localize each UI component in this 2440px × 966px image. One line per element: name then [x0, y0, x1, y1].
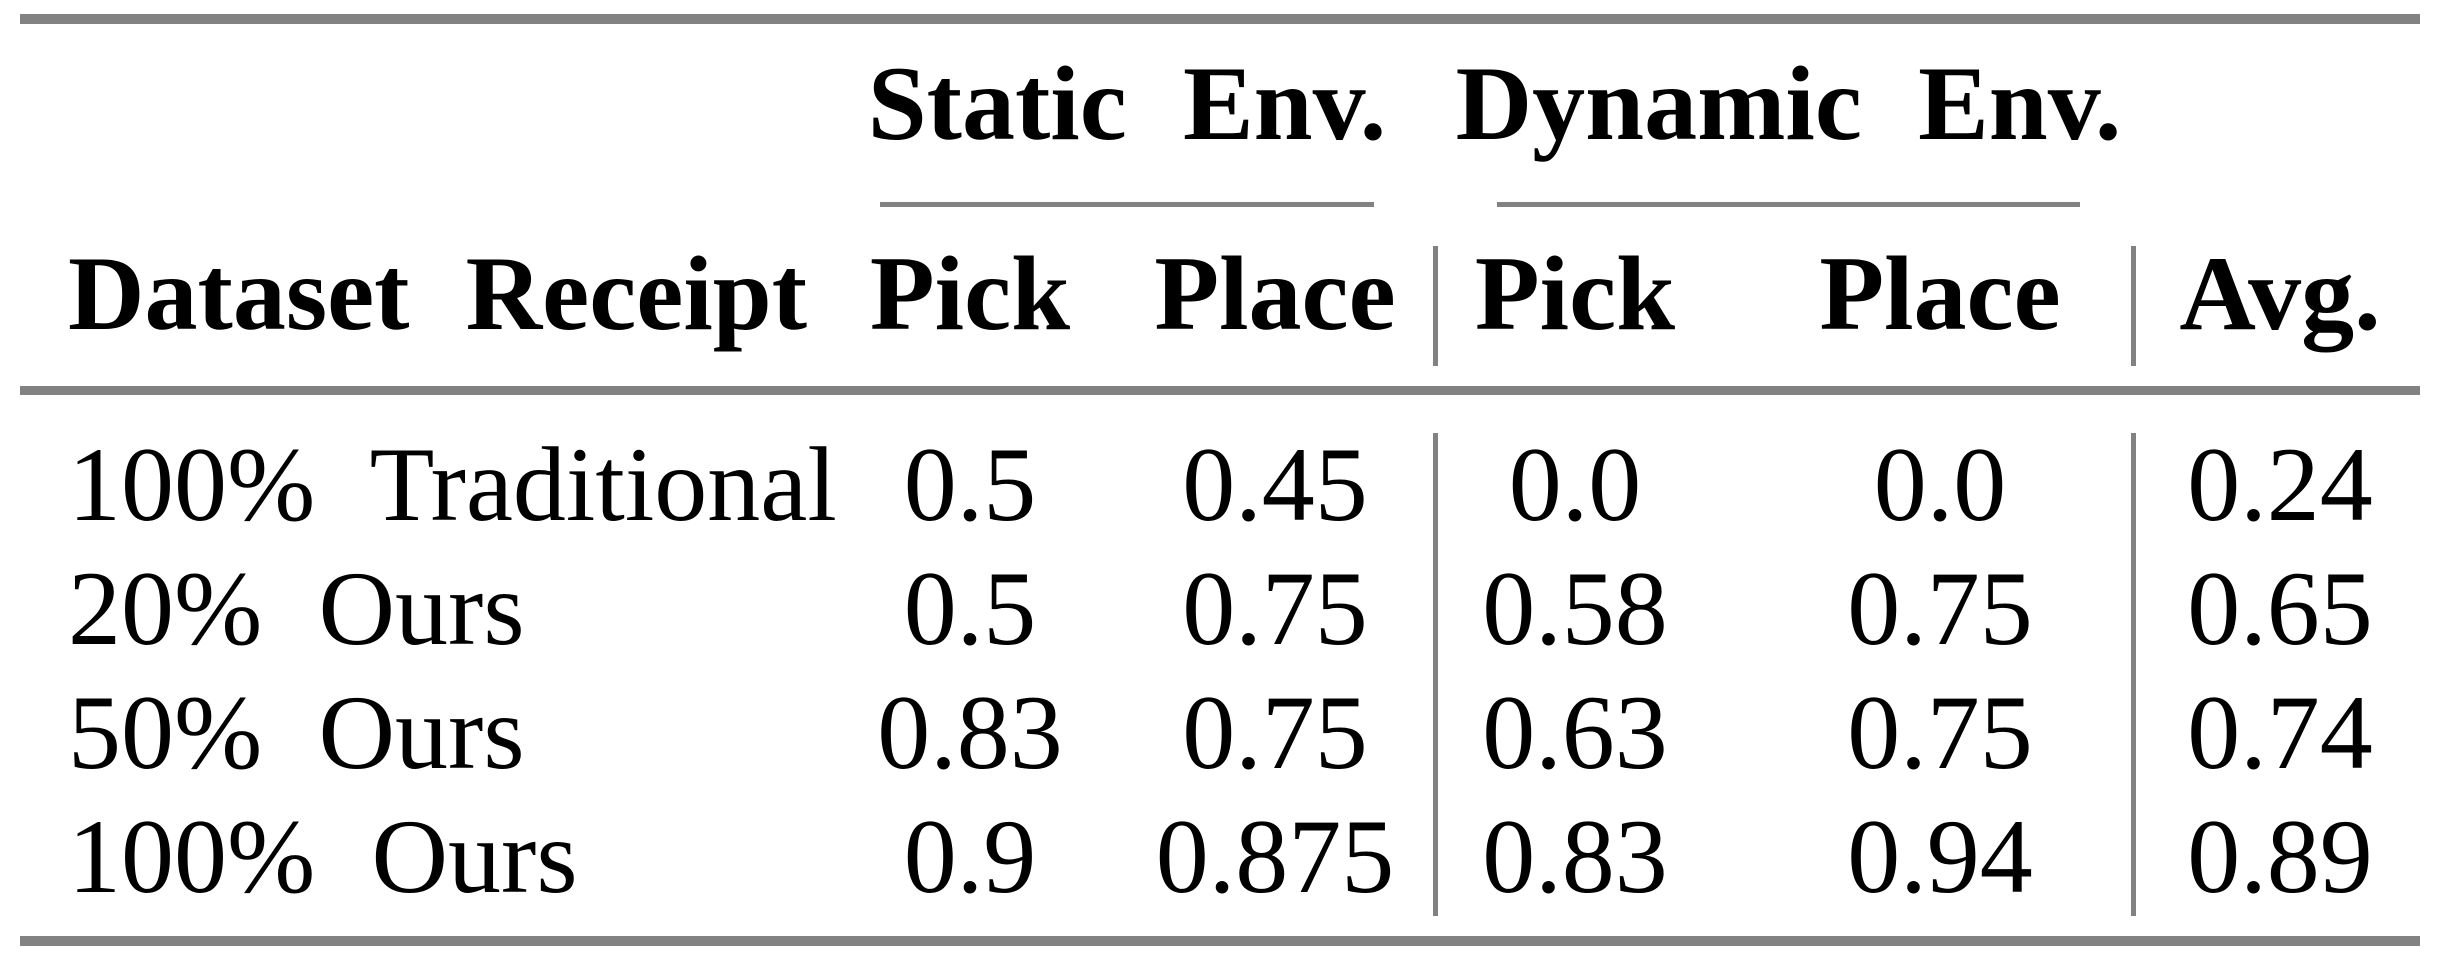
cell-dynamic-pick: 0.83 — [1482, 798, 1668, 915]
cell-avg: 0.74 — [2187, 674, 2373, 791]
cell-dynamic-pick: 0.58 — [1482, 550, 1668, 667]
cell-dynamic-place: 0.75 — [1847, 550, 2033, 667]
cell-static-pick: 0.5 — [903, 550, 1037, 667]
column-header-static-pick: Pick — [869, 235, 1071, 352]
static-group-cmidrule — [880, 202, 1374, 207]
cell-static-pick: 0.5 — [903, 426, 1037, 543]
row-label: 20% Ours — [68, 550, 525, 667]
column-separator-static-dynamic-body — [1433, 433, 1438, 916]
column-header-dataset-receipt: Dataset Receipt — [68, 235, 808, 352]
header-bottom-rule — [20, 386, 2420, 395]
cell-static-place: 0.45 — [1182, 426, 1368, 543]
cell-avg: 0.24 — [2187, 426, 2373, 543]
cell-dynamic-place: 0.0 — [1873, 426, 2007, 543]
column-separator-dynamic-avg-body — [2131, 433, 2136, 916]
row-label: 100% Traditional — [68, 426, 837, 543]
cell-static-pick: 0.9 — [903, 798, 1037, 915]
column-header-static-place: Place — [1154, 235, 1396, 352]
column-header-dynamic-place: Place — [1819, 235, 2061, 352]
row-label: 50% Ours — [68, 674, 525, 791]
cell-static-pick: 0.83 — [877, 674, 1063, 791]
cell-dynamic-pick: 0.0 — [1508, 426, 1642, 543]
cell-static-place: 0.75 — [1182, 674, 1368, 791]
dynamic-group-cmidrule — [1497, 202, 2080, 207]
cell-dynamic-pick: 0.63 — [1482, 674, 1668, 791]
cell-dynamic-place: 0.94 — [1847, 798, 2033, 915]
cell-static-place: 0.875 — [1155, 798, 1395, 915]
cell-dynamic-place: 0.75 — [1847, 674, 2033, 791]
column-header-dynamic-pick: Pick — [1474, 235, 1676, 352]
bottom-rule — [20, 936, 2420, 946]
cell-avg: 0.89 — [2187, 798, 2373, 915]
column-separator-dynamic-avg-header — [2131, 246, 2136, 366]
cell-static-place: 0.75 — [1182, 550, 1368, 667]
cell-avg: 0.65 — [2187, 550, 2373, 667]
group-header-dynamic-env: Dynamic Env. — [1455, 45, 2122, 162]
column-header-avg: Avg. — [2179, 235, 2381, 352]
group-header-static-env: Static Env. — [867, 45, 1387, 162]
row-label: 100% Ours — [68, 798, 578, 915]
top-rule — [20, 14, 2420, 24]
column-separator-static-dynamic-header — [1433, 246, 1438, 366]
